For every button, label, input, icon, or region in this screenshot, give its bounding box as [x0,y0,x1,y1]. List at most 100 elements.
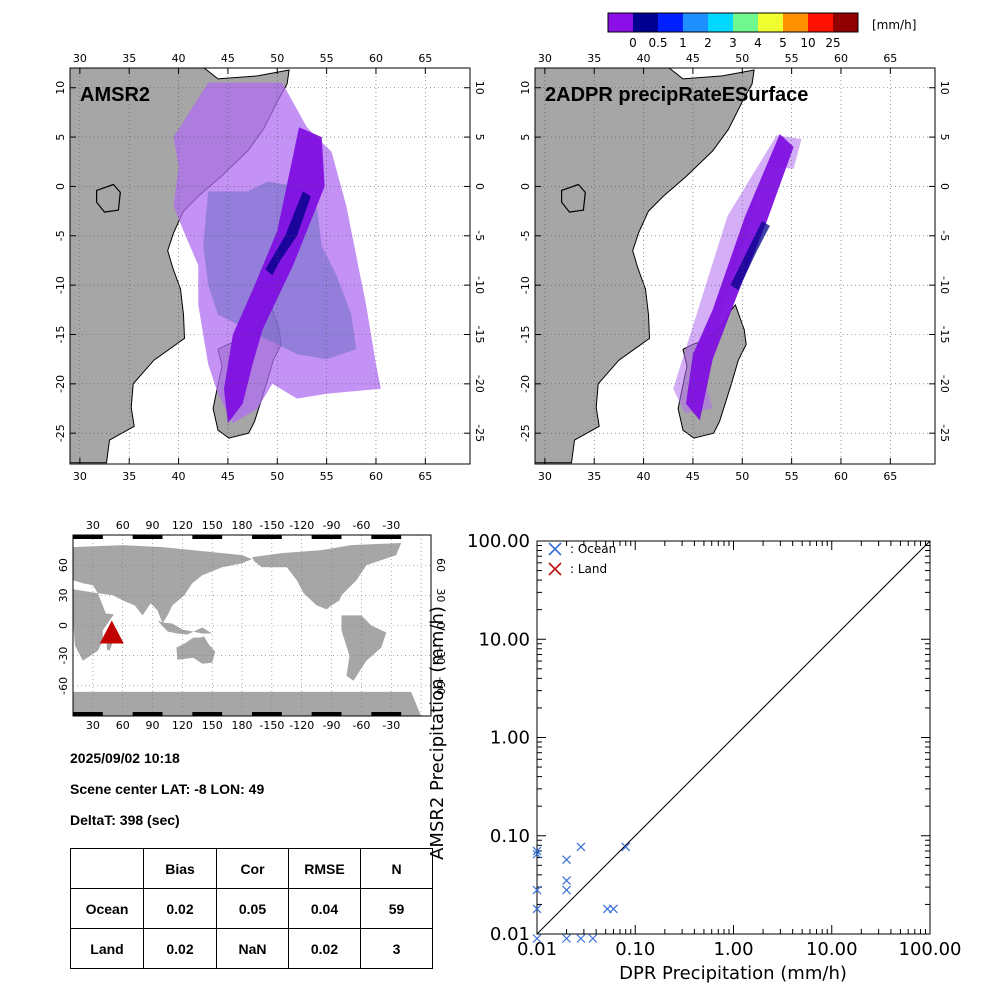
scatter-point-ocean [588,934,598,943]
legend-label: : Ocean [570,542,616,556]
delta-t: DeltaT: 398 (sec) [70,812,180,828]
world-lat-label-right: 30 [434,588,447,602]
map-lon-label-bottom: 55 [785,470,799,483]
x-tick-label: 0.10 [615,939,655,960]
map-lat-label-right: -25 [473,424,486,442]
x-tick-label: 100.00 [899,939,962,960]
colorbar-swatch [733,13,758,32]
x-tick-label: 1.00 [713,939,753,960]
colorbar-swatch [608,13,633,32]
world-frame-bar [311,712,342,716]
map-lat-label-right: -20 [938,375,951,393]
colorbar: 0 0.5 1 2 3 4 5 10 25 [607,12,859,50]
world-lon-label-bottom: 30 [86,719,100,732]
world-lat-label-left: 0 [57,622,70,629]
world-lon-label-bottom: -90 [323,719,341,732]
colorbar-swatch [758,13,783,32]
world-lon-label-top: -120 [289,519,314,532]
map-content [70,68,470,464]
map-lat-label-left: -10 [519,276,532,294]
map-lon-label-top: 55 [785,52,799,65]
map-lon-label-bottom: 30 [538,470,552,483]
x-tick-label: 0.01 [517,939,557,960]
map-lat-label-left: 10 [54,81,67,95]
stats-cell: 0.05 [216,888,289,929]
scatter-point-ocean [562,876,572,885]
y-tick-label: 10.00 [478,629,530,650]
stats-cell: 59 [360,888,433,929]
map-lat-label-left: -15 [54,326,67,344]
stats-cell: NaN [216,928,289,969]
scatter-x-axis-title: DPR Precipitation (mm/h) [619,963,847,984]
world-lon-label-bottom: 120 [172,719,193,732]
map-lat-label-left: -15 [519,326,532,344]
map-lon-label-bottom: 65 [418,470,432,483]
scatter-point-ocean [576,934,586,943]
stats-row-ocean: Ocean 0.02 0.05 0.04 59 [70,888,433,929]
stats-cell: 0.02 [143,888,217,929]
world-lon-label-bottom: 90 [146,719,160,732]
map-lat-label-right: -5 [938,230,951,241]
map-lon-label-top: 30 [538,52,552,65]
colorbar-swatch [708,13,733,32]
colorbar-unit: [mm/h] [872,18,916,32]
world-lon-label-bottom: -120 [289,719,314,732]
map-frame [69,67,471,465]
map-lat-label-left: -25 [54,424,67,442]
world-frame-bar [311,535,342,539]
world-lat-label-left: -30 [57,647,70,665]
world-content [73,535,431,716]
world-frame-bar [192,535,223,539]
map-lat-label-left: 0 [54,183,67,190]
map-lon-label-top: 50 [735,52,749,65]
legend-marker [548,542,562,556]
map-lat-label-right: -20 [473,375,486,393]
world-lat-label-right: -60 [434,677,447,695]
stats-row-label: Ocean [70,888,144,929]
legend-marker [548,562,562,576]
stats-header-cell: Cor [216,848,289,889]
scatter-point-ocean [576,842,586,852]
colorbar-label: 3 [729,36,737,50]
map-lat-label-right: -10 [473,276,486,294]
map-lon-label-top: 60 [369,52,383,65]
stats-header-cell: N [360,848,433,889]
colorbar-swatch [633,13,658,32]
scatter-point-ocean [532,904,542,914]
colorbar-label: 0 [629,36,637,50]
eurasia-landmass [73,545,252,624]
world-frame-bar [132,712,163,716]
map-lon-label-top: 45 [221,52,235,65]
world-lon-label-top: 150 [202,519,223,532]
y-tick-label: 1.00 [490,728,530,749]
y-tick-label: 0.01 [490,924,530,945]
map-lon-label-top: 65 [418,52,432,65]
south-america-landmass [341,615,387,681]
scene-location-marker [99,620,124,644]
world-frame-bar [73,712,103,716]
world-lon-label-top: -90 [323,519,341,532]
map-lat-label-right: -25 [938,424,951,442]
stats-cell: 0.02 [143,928,217,969]
map-lon-label-bottom: 60 [369,470,383,483]
stats-table: Bias Cor RMSE N Ocean 0.02 0.05 0.04 59 … [70,848,433,969]
colorbar-label: 1 [679,36,687,50]
map-lon-label-bottom: 50 [270,470,284,483]
map-lon-label-top: 40 [172,52,186,65]
map-lat-label-left: -25 [519,424,532,442]
map-lat-label-left: -5 [54,230,67,241]
world-lat-label-right: 60 [434,558,447,572]
world-lon-label-top: 90 [146,519,160,532]
antarctica-landmass [73,691,422,716]
colorbar-label: 4 [754,36,762,50]
scatter-point-ocean [609,904,618,914]
map-lon-label-top: 65 [883,52,897,65]
map-lat-label-right: -10 [938,276,951,294]
map-lat-label-left: 10 [519,81,532,95]
map-lon-label-bottom: 45 [221,470,235,483]
map-lon-label-top: 55 [320,52,334,65]
stats-header-row: Bias Cor RMSE N [70,848,433,889]
legend-label: : Land [570,562,607,576]
